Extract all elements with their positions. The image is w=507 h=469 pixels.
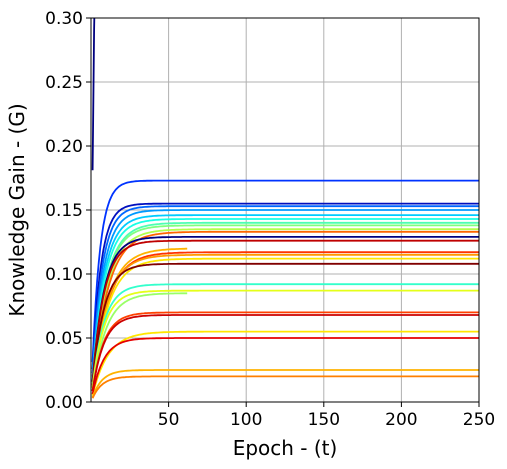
series-line	[91, 257, 479, 389]
series-line	[91, 224, 479, 383]
series-line	[91, 235, 479, 382]
y-tick-label: 0.10	[45, 265, 83, 285]
series-line	[91, 283, 479, 388]
series-line	[91, 251, 479, 388]
series-line	[91, 179, 479, 362]
x-axis-ticks: 50 100 150 200 250	[158, 402, 495, 430]
series-line	[91, 330, 479, 396]
x-tick-label: 50	[158, 410, 180, 430]
y-tick-label: 0.20	[45, 137, 83, 157]
series-group	[91, 18, 479, 399]
series-line	[91, 311, 479, 391]
series-line	[91, 239, 479, 382]
series-line	[91, 253, 479, 388]
series-line	[91, 218, 479, 381]
series-line	[91, 205, 479, 374]
series-line	[91, 337, 479, 395]
series-line	[91, 221, 479, 383]
series-line	[91, 369, 479, 398]
x-tick-label: 200	[385, 410, 417, 430]
series-line	[91, 202, 479, 370]
x-axis-label: Epoch - (t)	[233, 436, 338, 460]
y-tick-label: 0.00	[45, 393, 83, 413]
y-tick-label: 0.15	[45, 201, 83, 221]
series-line	[91, 230, 479, 386]
series-line	[91, 292, 188, 391]
y-axis-label: Knowledge Gain - (G)	[5, 103, 29, 316]
series-line	[91, 214, 479, 379]
y-axis-ticks: 0.00 0.05 0.10 0.15 0.20 0.25 0.30	[45, 9, 91, 413]
x-tick-label: 150	[308, 410, 340, 430]
y-tick-label: 0.30	[45, 9, 83, 29]
series-line	[91, 262, 479, 385]
series-line	[91, 289, 479, 389]
series-line	[91, 228, 479, 385]
y-tick-label: 0.25	[45, 73, 83, 93]
series-line	[91, 375, 479, 399]
x-tick-label: 250	[463, 410, 495, 430]
x-tick-label: 100	[230, 410, 262, 430]
series-line	[91, 314, 479, 392]
series-line	[91, 209, 479, 377]
y-tick-label: 0.05	[45, 329, 83, 349]
